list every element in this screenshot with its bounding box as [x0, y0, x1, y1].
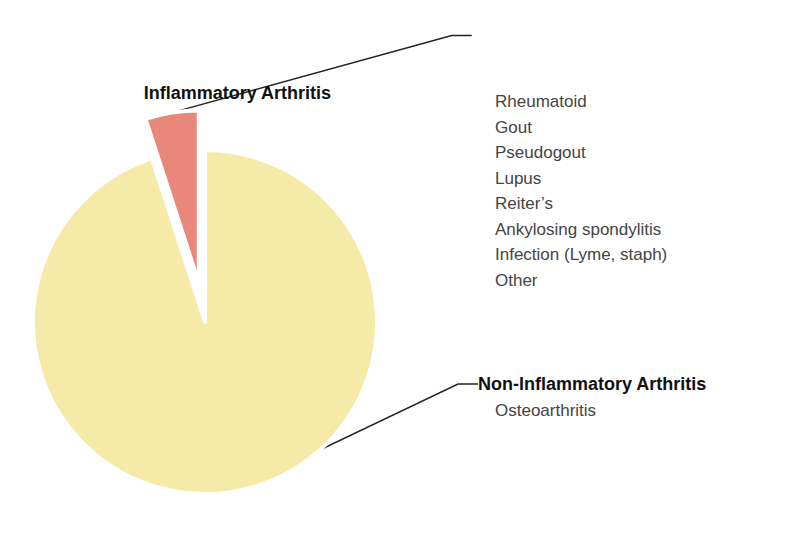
- svg-text:Other: Other: [495, 271, 538, 290]
- svg-text:Osteoarthritis: Osteoarthritis: [495, 401, 596, 420]
- svg-text:Pseudogout: Pseudogout: [495, 143, 586, 162]
- svg-text:Lupus: Lupus: [495, 169, 541, 188]
- svg-text:Reiter’s: Reiter’s: [495, 194, 553, 213]
- svg-text:Gout: Gout: [495, 118, 532, 137]
- svg-text:Infection (Lyme, staph): Infection (Lyme, staph): [495, 245, 667, 264]
- svg-text:Non-Inflammatory Arthritis: Non-Inflammatory Arthritis: [478, 374, 706, 394]
- svg-text:Rheumatoid: Rheumatoid: [495, 92, 587, 111]
- svg-text:Ankylosing spondylitis: Ankylosing spondylitis: [495, 220, 661, 239]
- svg-text:Inflammatory Arthritis: Inflammatory Arthritis: [144, 83, 331, 103]
